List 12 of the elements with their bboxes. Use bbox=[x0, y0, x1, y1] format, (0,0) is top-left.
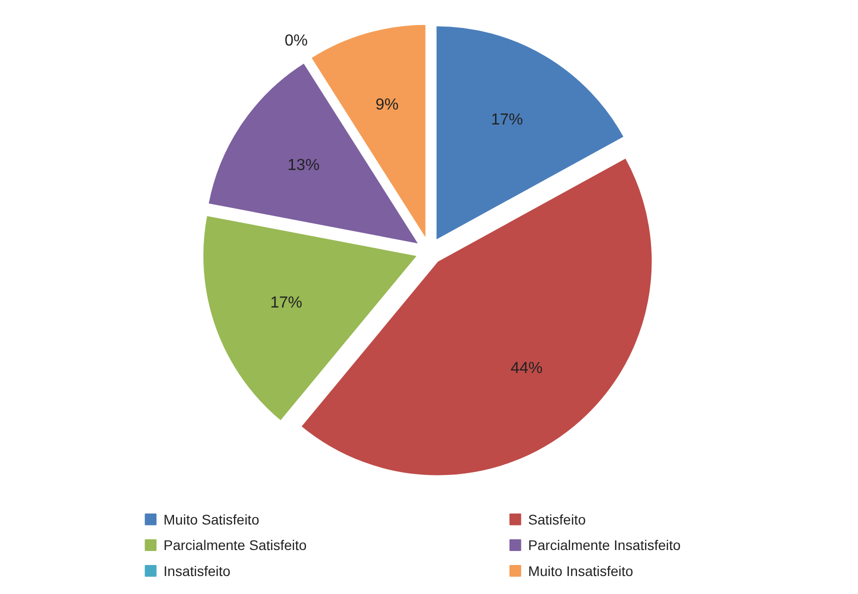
data-label: 13% bbox=[288, 157, 320, 174]
legend-label: Satisfeito bbox=[528, 511, 586, 528]
data-label: 17% bbox=[270, 294, 302, 312]
data-label: 44% bbox=[510, 360, 543, 378]
legend-label: Parcialmente Satisfeito bbox=[164, 537, 307, 554]
legend-label: Insatisfeito bbox=[164, 562, 231, 579]
data-label: 17% bbox=[491, 112, 524, 129]
text: 0% bbox=[284, 32, 308, 50]
legend-label: Muito Insatisfeito bbox=[528, 562, 634, 579]
data-label: 9% bbox=[375, 96, 399, 114]
legend-label: Parcialmente Insatisfeito bbox=[528, 537, 681, 554]
legend-label: Muito Satisfeito bbox=[164, 511, 260, 528]
